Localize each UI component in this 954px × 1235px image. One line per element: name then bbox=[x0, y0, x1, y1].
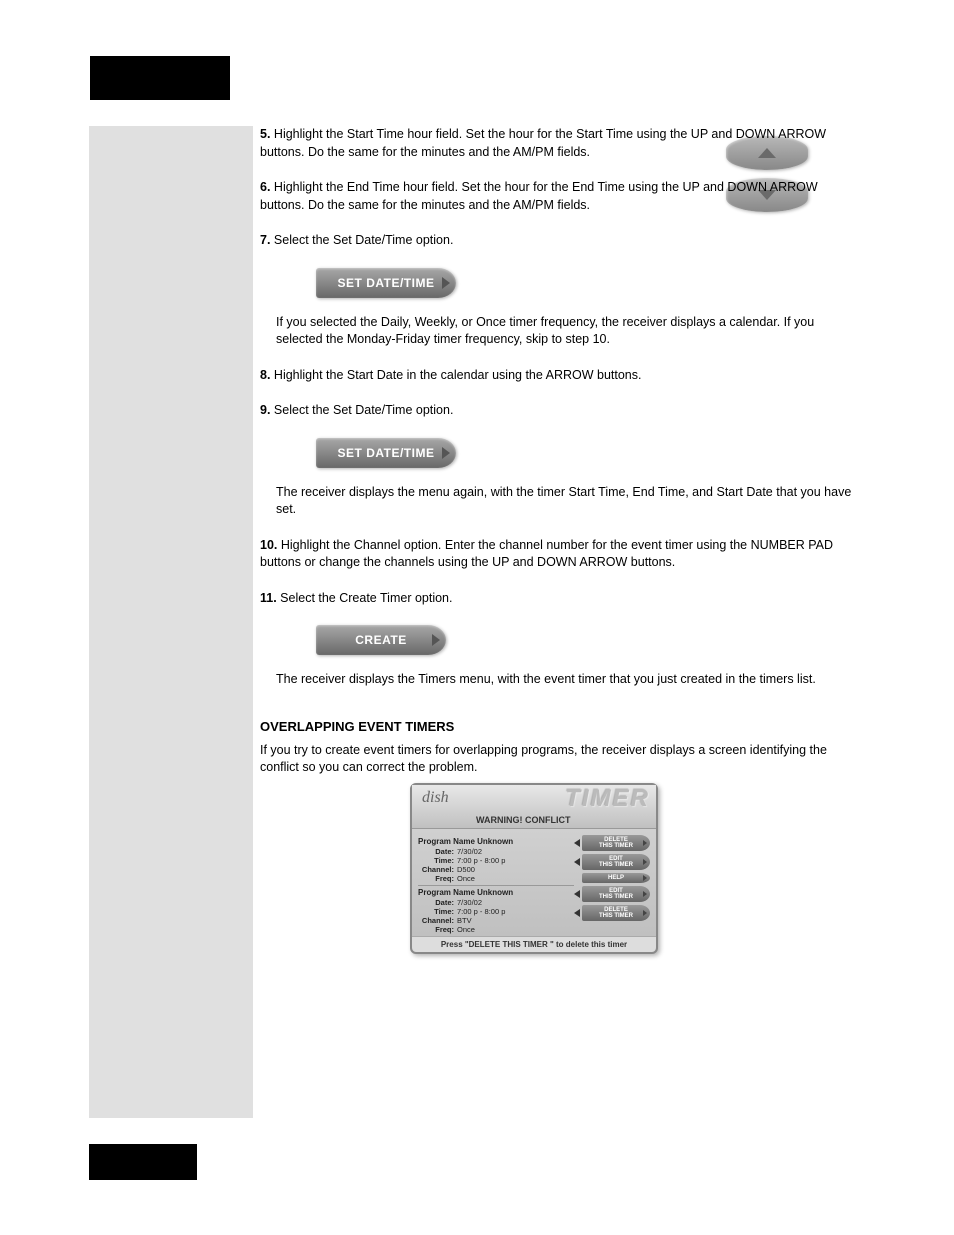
step-text: If you selected the Daily, Weekly, or On… bbox=[276, 315, 814, 347]
value-channel: BTV bbox=[457, 916, 472, 925]
program-title: Program Name Unknown bbox=[418, 837, 574, 846]
left-arrow-icon bbox=[574, 890, 580, 898]
step-number: 7. bbox=[260, 233, 270, 247]
value-time: 7:00 p - 8:00 p bbox=[457, 907, 505, 916]
sidebar bbox=[89, 126, 253, 1118]
step-9-cont: The receiver displays the menu again, wi… bbox=[276, 484, 860, 519]
step-number: 8. bbox=[260, 368, 270, 382]
step-text: Select the Set Date/Time option. bbox=[274, 403, 454, 417]
button-label: CREATE bbox=[355, 633, 406, 647]
step-number: 10. bbox=[260, 538, 277, 552]
left-arrow-icon bbox=[574, 858, 580, 866]
set-date-time-button[interactable]: SET DATE/TIME bbox=[316, 438, 456, 468]
value-time: 7:00 p - 8:00 p bbox=[457, 856, 505, 865]
left-arrow-icon bbox=[574, 909, 580, 917]
dialog-buttons: DELETE THIS TIMER EDIT THIS TIMER HELP E… bbox=[574, 835, 650, 936]
delete-timer-1-row: DELETE THIS TIMER bbox=[574, 835, 650, 851]
step-text: Select the Create Timer option. bbox=[280, 591, 452, 605]
step-11: 11. Select the Create Timer option. bbox=[260, 590, 860, 608]
program-title: Program Name Unknown bbox=[418, 888, 574, 897]
step-6: 6. Highlight the End Time hour field. Se… bbox=[260, 179, 860, 214]
step-text: Highlight the Start Date in the calendar… bbox=[274, 368, 642, 382]
step-7-cont: If you selected the Daily, Weekly, or On… bbox=[276, 314, 860, 349]
create-button-row: CREATE bbox=[316, 625, 860, 655]
overlap-title: OVERLAPPING EVENT TIMERS bbox=[260, 719, 860, 734]
header-black-bar bbox=[90, 56, 230, 100]
step-text: Select the Set Date/Time option. bbox=[274, 233, 454, 247]
step-text: The receiver displays the menu again, wi… bbox=[276, 485, 851, 517]
value-freq: Once bbox=[457, 874, 475, 883]
step-text: Highlight the Start Time hour field. Set… bbox=[260, 127, 826, 159]
delete-timer-button[interactable]: DELETE THIS TIMER bbox=[582, 835, 650, 851]
step-10: 10. Highlight the Channel option. Enter … bbox=[260, 537, 860, 572]
delete-timer-2-row: DELETE THIS TIMER bbox=[574, 905, 650, 921]
value-channel: D500 bbox=[457, 865, 475, 874]
step-text: Highlight the End Time hour field. Set t… bbox=[260, 180, 818, 212]
step-5: 5. Highlight the Start Time hour field. … bbox=[260, 126, 860, 161]
warning-label: WARNING! CONFLICT bbox=[476, 815, 571, 825]
value-freq: Once bbox=[457, 925, 475, 934]
label-channel: Channel: bbox=[418, 916, 454, 925]
step-7: 7. Select the Set Date/Time option. bbox=[260, 232, 860, 250]
step-number: 11. bbox=[260, 591, 277, 605]
help-row: HELP bbox=[574, 873, 650, 883]
dish-logo: dish bbox=[422, 789, 449, 807]
help-button[interactable]: HELP bbox=[582, 873, 650, 883]
step-number: 5. bbox=[260, 127, 270, 141]
step-text: The receiver displays the Timers menu, w… bbox=[276, 672, 816, 686]
step-8: 8. Highlight the Start Date in the calen… bbox=[260, 367, 860, 385]
timer-word: TIMER bbox=[565, 785, 650, 813]
set-date-time-button-row-2: SET DATE/TIME bbox=[316, 438, 860, 468]
conflict-dialog: dish TIMER WARNING! CONFLICT Program Nam… bbox=[410, 783, 658, 954]
step-11-cont: The receiver displays the Timers menu, w… bbox=[276, 671, 860, 689]
value-date: 7/30/02 bbox=[457, 847, 482, 856]
step-number: 6. bbox=[260, 180, 270, 194]
label-time: Time: bbox=[418, 856, 454, 865]
dialog-header: dish TIMER WARNING! CONFLICT bbox=[412, 785, 656, 829]
edit-timer-1-row: EDIT THIS TIMER bbox=[574, 854, 650, 870]
edit-timer-button[interactable]: EDIT THIS TIMER bbox=[582, 886, 650, 902]
label-channel: Channel: bbox=[418, 865, 454, 874]
dialog-body: Program Name Unknown Date:7/30/02 Time:7… bbox=[412, 829, 656, 936]
main-content: 5. Highlight the Start Time hour field. … bbox=[260, 126, 860, 954]
set-date-time-button[interactable]: SET DATE/TIME bbox=[316, 268, 456, 298]
program-2: Program Name Unknown Date:7/30/02 Time:7… bbox=[418, 886, 574, 936]
step-9: 9. Select the Set Date/Time option. bbox=[260, 402, 860, 420]
create-button[interactable]: CREATE bbox=[316, 625, 446, 655]
value-date: 7/30/02 bbox=[457, 898, 482, 907]
set-date-time-button-row-1: SET DATE/TIME bbox=[316, 268, 860, 298]
program-1: Program Name Unknown Date:7/30/02 Time:7… bbox=[418, 835, 574, 886]
left-arrow-icon bbox=[574, 839, 580, 847]
label-date: Date: bbox=[418, 898, 454, 907]
step-number: 9. bbox=[260, 403, 270, 417]
delete-timer-button[interactable]: DELETE THIS TIMER bbox=[582, 905, 650, 921]
label-time: Time: bbox=[418, 907, 454, 916]
edit-timer-button[interactable]: EDIT THIS TIMER bbox=[582, 854, 650, 870]
footer-black-bar bbox=[89, 1144, 197, 1180]
button-label: SET DATE/TIME bbox=[338, 446, 435, 460]
dialog-programs: Program Name Unknown Date:7/30/02 Time:7… bbox=[418, 835, 574, 936]
dialog-footer: Press "DELETE THIS TIMER " to delete thi… bbox=[412, 936, 656, 952]
step-text: Highlight the Channel option. Enter the … bbox=[260, 538, 833, 570]
label-freq: Freq: bbox=[418, 874, 454, 883]
button-label: SET DATE/TIME bbox=[338, 276, 435, 290]
label-freq: Freq: bbox=[418, 925, 454, 934]
overlap-section: OVERLAPPING EVENT TIMERS If you try to c… bbox=[260, 719, 860, 777]
label-date: Date: bbox=[418, 847, 454, 856]
edit-timer-2-row: EDIT THIS TIMER bbox=[574, 886, 650, 902]
overlap-text: If you try to create event timers for ov… bbox=[260, 742, 860, 777]
